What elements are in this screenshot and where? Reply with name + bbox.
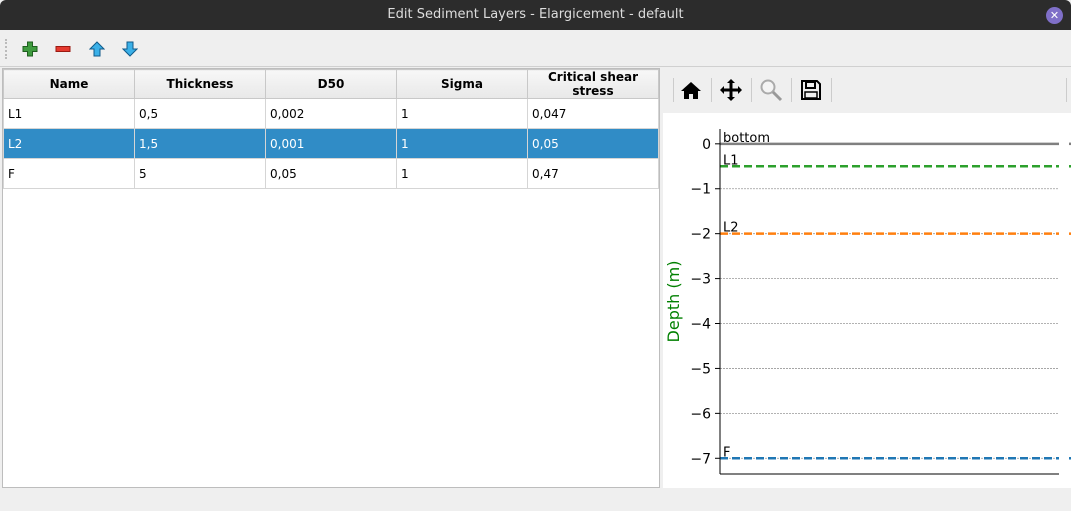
table-row[interactable]: F 5 0,05 1 0,47 [3, 158, 659, 189]
pan-icon[interactable] [716, 76, 746, 104]
close-icon[interactable]: ✕ [1046, 7, 1063, 24]
cell[interactable]: L2 [3, 128, 135, 159]
cell[interactable]: 0,5 [134, 98, 266, 129]
zoom-icon[interactable] [756, 76, 786, 104]
toolbar [0, 30, 1071, 67]
window-title: Edit Sediment Layers - Elargicement - de… [387, 7, 684, 22]
cell[interactable]: 0,002 [265, 98, 397, 129]
move-down-icon[interactable] [120, 39, 140, 59]
layer-label-F: F [723, 445, 730, 460]
table-row-selected[interactable]: L2 1,5 0,001 1 0,05 [3, 128, 659, 159]
y-axis-label: Depth (m) [664, 261, 683, 343]
y-tick-label: −7 [690, 451, 711, 467]
depth-chart: 0 −1 −2 −3 −4 −5 −6 −7 bottom L1 L2 F Depth (m) [664, 129, 1071, 475]
y-tick-label: 0 [702, 137, 711, 153]
y-tick-label: −4 [690, 317, 711, 333]
column-header-name[interactable]: Name [3, 69, 135, 99]
y-tick-label: −5 [690, 361, 711, 377]
column-header-thickness[interactable]: Thickness [134, 69, 266, 99]
cell[interactable]: 0,05 [527, 128, 659, 159]
title-bar: Edit Sediment Layers - Elargicement - de… [0, 0, 1071, 30]
table-row[interactable]: L1 0,5 0,002 1 0,047 [3, 98, 659, 129]
column-header-d50[interactable]: D50 [265, 69, 397, 99]
remove-icon[interactable] [53, 39, 73, 59]
cell[interactable]: 1 [396, 98, 528, 129]
cell[interactable]: F [3, 158, 135, 189]
plot-panel: 0 −1 −2 −3 −4 −5 −6 −7 bottom L1 L2 F Depth (m) [663, 68, 1071, 488]
toolbar-grip[interactable] [5, 39, 8, 59]
table-header: Name Thickness D50 Sigma Critical shear … [3, 69, 659, 99]
layers-table: Name Thickness D50 Sigma Critical shear … [2, 68, 660, 488]
status-bar [0, 488, 1071, 511]
cell[interactable]: 1 [396, 128, 528, 159]
y-tick-label: −1 [690, 182, 711, 198]
home-icon[interactable] [676, 76, 706, 104]
column-header-sigma[interactable]: Sigma [396, 69, 528, 99]
plot-canvas[interactable]: 0 −1 −2 −3 −4 −5 −6 −7 bottom L1 L2 F Depth (m) [663, 113, 1071, 488]
save-icon[interactable] [796, 76, 826, 104]
cell[interactable]: 0,05 [265, 158, 397, 189]
cell[interactable]: 0,47 [527, 158, 659, 189]
move-up-icon[interactable] [87, 39, 107, 59]
layer-label-L1: L1 [723, 153, 739, 168]
y-tick-label: −3 [690, 272, 711, 288]
column-header-critical-shear-stress[interactable]: Critical shear stress [527, 69, 659, 99]
plot-toolbar [663, 74, 1071, 106]
cell[interactable]: 0,047 [527, 98, 659, 129]
cell[interactable]: 1 [396, 158, 528, 189]
cell[interactable]: L1 [3, 98, 135, 129]
y-tick-label: −6 [690, 406, 711, 422]
layer-label-bottom: bottom [723, 131, 770, 146]
cell[interactable]: 0,001 [265, 128, 397, 159]
cell[interactable]: 1,5 [134, 128, 266, 159]
add-icon[interactable] [20, 39, 40, 59]
y-tick-label: −2 [690, 227, 711, 243]
layer-label-L2: L2 [723, 221, 739, 236]
cell[interactable]: 5 [134, 158, 266, 189]
